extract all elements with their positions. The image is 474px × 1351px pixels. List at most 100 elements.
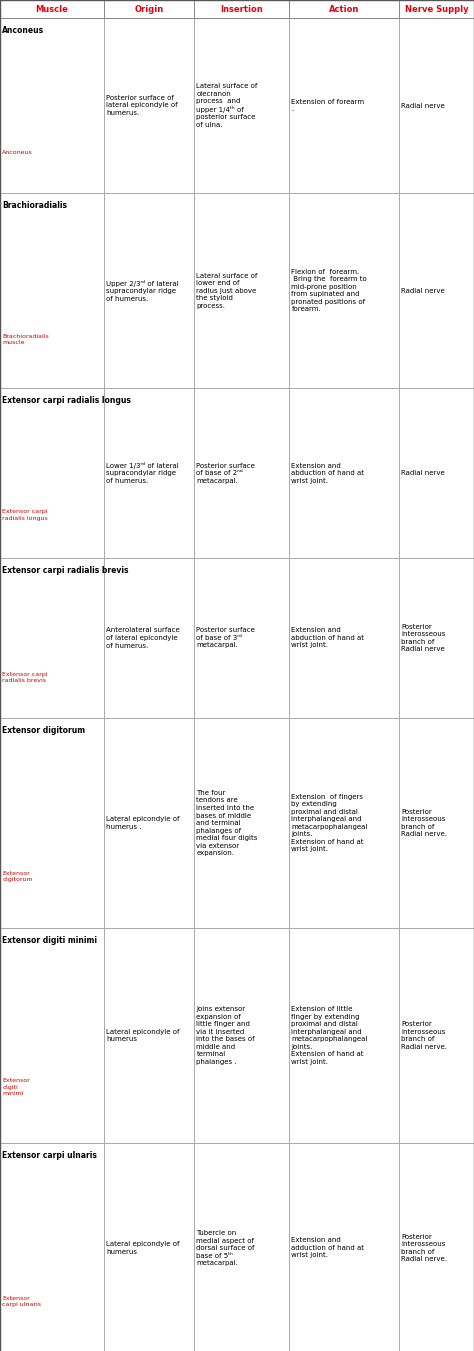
Text: Extension and
abduction of hand at
wrist joint.: Extension and abduction of hand at wrist…: [292, 462, 365, 484]
Text: Lateral surface of
lower end of
radius just above
the styloid
process.: Lateral surface of lower end of radius j…: [196, 273, 258, 308]
Text: Posterior surface
of base of 2ⁿᵈ
metacarpal.: Posterior surface of base of 2ⁿᵈ metacar…: [196, 462, 255, 484]
Text: Nerve Supply: Nerve Supply: [405, 4, 468, 14]
Bar: [289, 558, 399, 717]
Text: Lateral epicondyle of
humerus .: Lateral epicondyle of humerus .: [106, 816, 180, 830]
Text: Posterior
interosseous
branch of
Radial nerve.: Posterior interosseous branch of Radial …: [401, 1233, 447, 1262]
Text: Brachioradialis
muscle: Brachioradialis muscle: [2, 334, 49, 345]
Text: Extension  of fingers
by extending
proximal and distal
interphalangeal and
metac: Extension of fingers by extending proxim…: [292, 794, 368, 852]
Bar: [289, 717, 399, 928]
Text: Posterior
interosseous
branch of
Radial nerve.: Posterior interosseous branch of Radial …: [401, 809, 447, 838]
Bar: [104, 558, 194, 717]
Bar: [194, 388, 289, 558]
Bar: [0, 388, 104, 558]
Text: Extension of little
finger by extending
proximal and distal
interphalangeal and
: Extension of little finger by extending …: [292, 1006, 368, 1065]
Bar: [399, 717, 474, 928]
Bar: [104, 388, 194, 558]
Bar: [289, 18, 399, 193]
Bar: [289, 558, 399, 717]
Bar: [0, 558, 104, 717]
Bar: [104, 928, 194, 1143]
Bar: [104, 388, 194, 558]
Text: Extensor carpi
radialis longus: Extensor carpi radialis longus: [2, 509, 48, 520]
Bar: [194, 18, 289, 193]
Bar: [399, 193, 474, 388]
Bar: [399, 193, 474, 388]
Bar: [0, 928, 104, 1143]
Text: Extensor carpi ulnaris: Extensor carpi ulnaris: [2, 1151, 97, 1161]
Bar: [0, 388, 104, 558]
Text: Tubercle on
medial aspect of
dorsal surface of
base of 5ᵗʰ
metacarpal.: Tubercle on medial aspect of dorsal surf…: [196, 1229, 255, 1266]
Bar: [289, 928, 399, 1143]
Bar: [104, 0, 194, 18]
Text: Posterior surface of
lateral epicondyle of
humerus.: Posterior surface of lateral epicondyle …: [106, 95, 178, 116]
Bar: [194, 558, 289, 717]
Text: Posterior
interosseous
branch of
Radial nerve: Posterior interosseous branch of Radial …: [401, 624, 446, 653]
Text: Lateral surface of
olecranon
process  and
upper 1/4ᵗʰ of
posterior surface
of ul: Lateral surface of olecranon process and…: [196, 84, 258, 128]
Bar: [399, 928, 474, 1143]
Bar: [399, 388, 474, 558]
Bar: [194, 558, 289, 717]
Bar: [0, 18, 104, 193]
Bar: [399, 18, 474, 193]
Text: Extensor
digiti
minimi: Extensor digiti minimi: [2, 1078, 30, 1096]
Bar: [289, 388, 399, 558]
Text: Upper 2/3ʳᵈ of lateral
supracondylar ridge
of humerus.: Upper 2/3ʳᵈ of lateral supracondylar rid…: [106, 280, 179, 301]
Bar: [399, 558, 474, 717]
Bar: [399, 1143, 474, 1351]
Text: Posterior surface
of base of 3ʳᵈ
metacarpal.: Posterior surface of base of 3ʳᵈ metacar…: [196, 627, 255, 648]
Bar: [194, 928, 289, 1143]
Bar: [104, 0, 194, 18]
Text: Posterior
interosseous
branch of
Radial nerve.: Posterior interosseous branch of Radial …: [401, 1021, 447, 1050]
Bar: [194, 928, 289, 1143]
Text: Insertion: Insertion: [220, 4, 263, 14]
Text: Extensor digitorum: Extensor digitorum: [2, 725, 85, 735]
Text: Extensor carpi radialis longus: Extensor carpi radialis longus: [2, 396, 131, 405]
Bar: [289, 1143, 399, 1351]
Text: Extension and
adduction of hand at
wrist joint.: Extension and adduction of hand at wrist…: [292, 1238, 365, 1259]
Text: Anconeus: Anconeus: [2, 150, 33, 154]
Bar: [289, 193, 399, 388]
Bar: [104, 1143, 194, 1351]
Bar: [104, 558, 194, 717]
Bar: [0, 717, 104, 928]
Text: Extensor carpi
radialis brevis: Extensor carpi radialis brevis: [2, 671, 48, 682]
Bar: [0, 928, 104, 1143]
Bar: [194, 0, 289, 18]
Bar: [399, 558, 474, 717]
Bar: [289, 928, 399, 1143]
Text: Muscle: Muscle: [36, 4, 68, 14]
Bar: [399, 18, 474, 193]
Bar: [194, 717, 289, 928]
Bar: [399, 388, 474, 558]
Bar: [399, 928, 474, 1143]
Bar: [104, 18, 194, 193]
Text: Action: Action: [329, 4, 359, 14]
Bar: [0, 0, 104, 18]
Text: Anterolateral surface
of lateral epicondyle
of humerus.: Anterolateral surface of lateral epicond…: [106, 627, 180, 648]
Text: Anconeus: Anconeus: [2, 26, 45, 35]
Bar: [0, 1143, 104, 1351]
Bar: [399, 0, 474, 18]
Bar: [194, 1143, 289, 1351]
Bar: [194, 0, 289, 18]
Text: Extension of forearm
.: Extension of forearm .: [292, 99, 365, 112]
Bar: [289, 1143, 399, 1351]
Bar: [194, 193, 289, 388]
Text: Flexion of  forearm.
 Bring the  forearm to
mid-prone position
from supinated an: Flexion of forearm. Bring the forearm to…: [292, 269, 367, 312]
Bar: [194, 1143, 289, 1351]
Bar: [399, 717, 474, 928]
Text: Extensor
carpi ulnaris: Extensor carpi ulnaris: [2, 1296, 41, 1306]
Bar: [0, 0, 104, 18]
Text: Lower 1/3ʳᵈ of lateral
supracondylar ridge
of humerus.: Lower 1/3ʳᵈ of lateral supracondylar rid…: [106, 462, 179, 484]
Bar: [0, 1143, 104, 1351]
Text: Lateral epicondyle of
humerus: Lateral epicondyle of humerus: [106, 1242, 180, 1255]
Text: Radial nerve: Radial nerve: [401, 470, 445, 476]
Bar: [289, 0, 399, 18]
Bar: [399, 0, 474, 18]
Text: Extensor digiti minimi: Extensor digiti minimi: [2, 936, 97, 946]
Bar: [0, 193, 104, 388]
Bar: [0, 18, 104, 193]
Bar: [289, 0, 399, 18]
Bar: [289, 717, 399, 928]
Bar: [289, 388, 399, 558]
